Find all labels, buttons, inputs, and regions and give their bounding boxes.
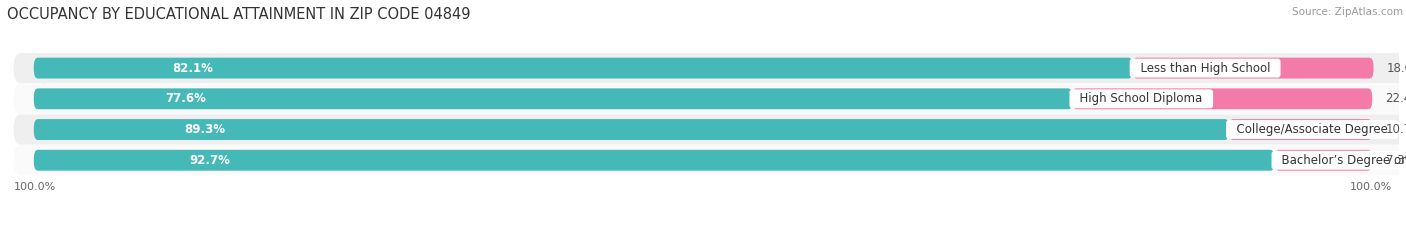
Text: Less than High School: Less than High School [1133,62,1278,75]
Text: 100.0%: 100.0% [14,182,56,192]
FancyBboxPatch shape [34,119,1229,140]
Text: 7.3%: 7.3% [1385,154,1406,167]
Text: Bachelor’s Degree or higher: Bachelor’s Degree or higher [1274,154,1406,167]
Text: 82.1%: 82.1% [173,62,214,75]
Text: High School Diploma: High School Diploma [1073,92,1211,105]
FancyBboxPatch shape [34,58,1133,79]
FancyBboxPatch shape [34,150,1274,171]
Text: College/Associate Degree: College/Associate Degree [1229,123,1395,136]
FancyBboxPatch shape [14,145,1406,175]
Text: OCCUPANCY BY EDUCATIONAL ATTAINMENT IN ZIP CODE 04849: OCCUPANCY BY EDUCATIONAL ATTAINMENT IN Z… [7,7,471,22]
FancyBboxPatch shape [14,114,1406,144]
Text: 77.6%: 77.6% [165,92,207,105]
FancyBboxPatch shape [1274,150,1372,171]
FancyBboxPatch shape [14,84,1406,114]
FancyBboxPatch shape [1073,88,1372,109]
FancyBboxPatch shape [1229,119,1372,140]
Text: 22.4%: 22.4% [1385,92,1406,105]
Text: 10.7%: 10.7% [1385,123,1406,136]
Text: 89.3%: 89.3% [184,123,225,136]
Text: Source: ZipAtlas.com: Source: ZipAtlas.com [1292,7,1403,17]
Text: 100.0%: 100.0% [1350,182,1392,192]
Text: 92.7%: 92.7% [190,154,231,167]
FancyBboxPatch shape [14,53,1406,83]
FancyBboxPatch shape [34,88,1073,109]
FancyBboxPatch shape [1133,58,1374,79]
Text: 18.0%: 18.0% [1386,62,1406,75]
